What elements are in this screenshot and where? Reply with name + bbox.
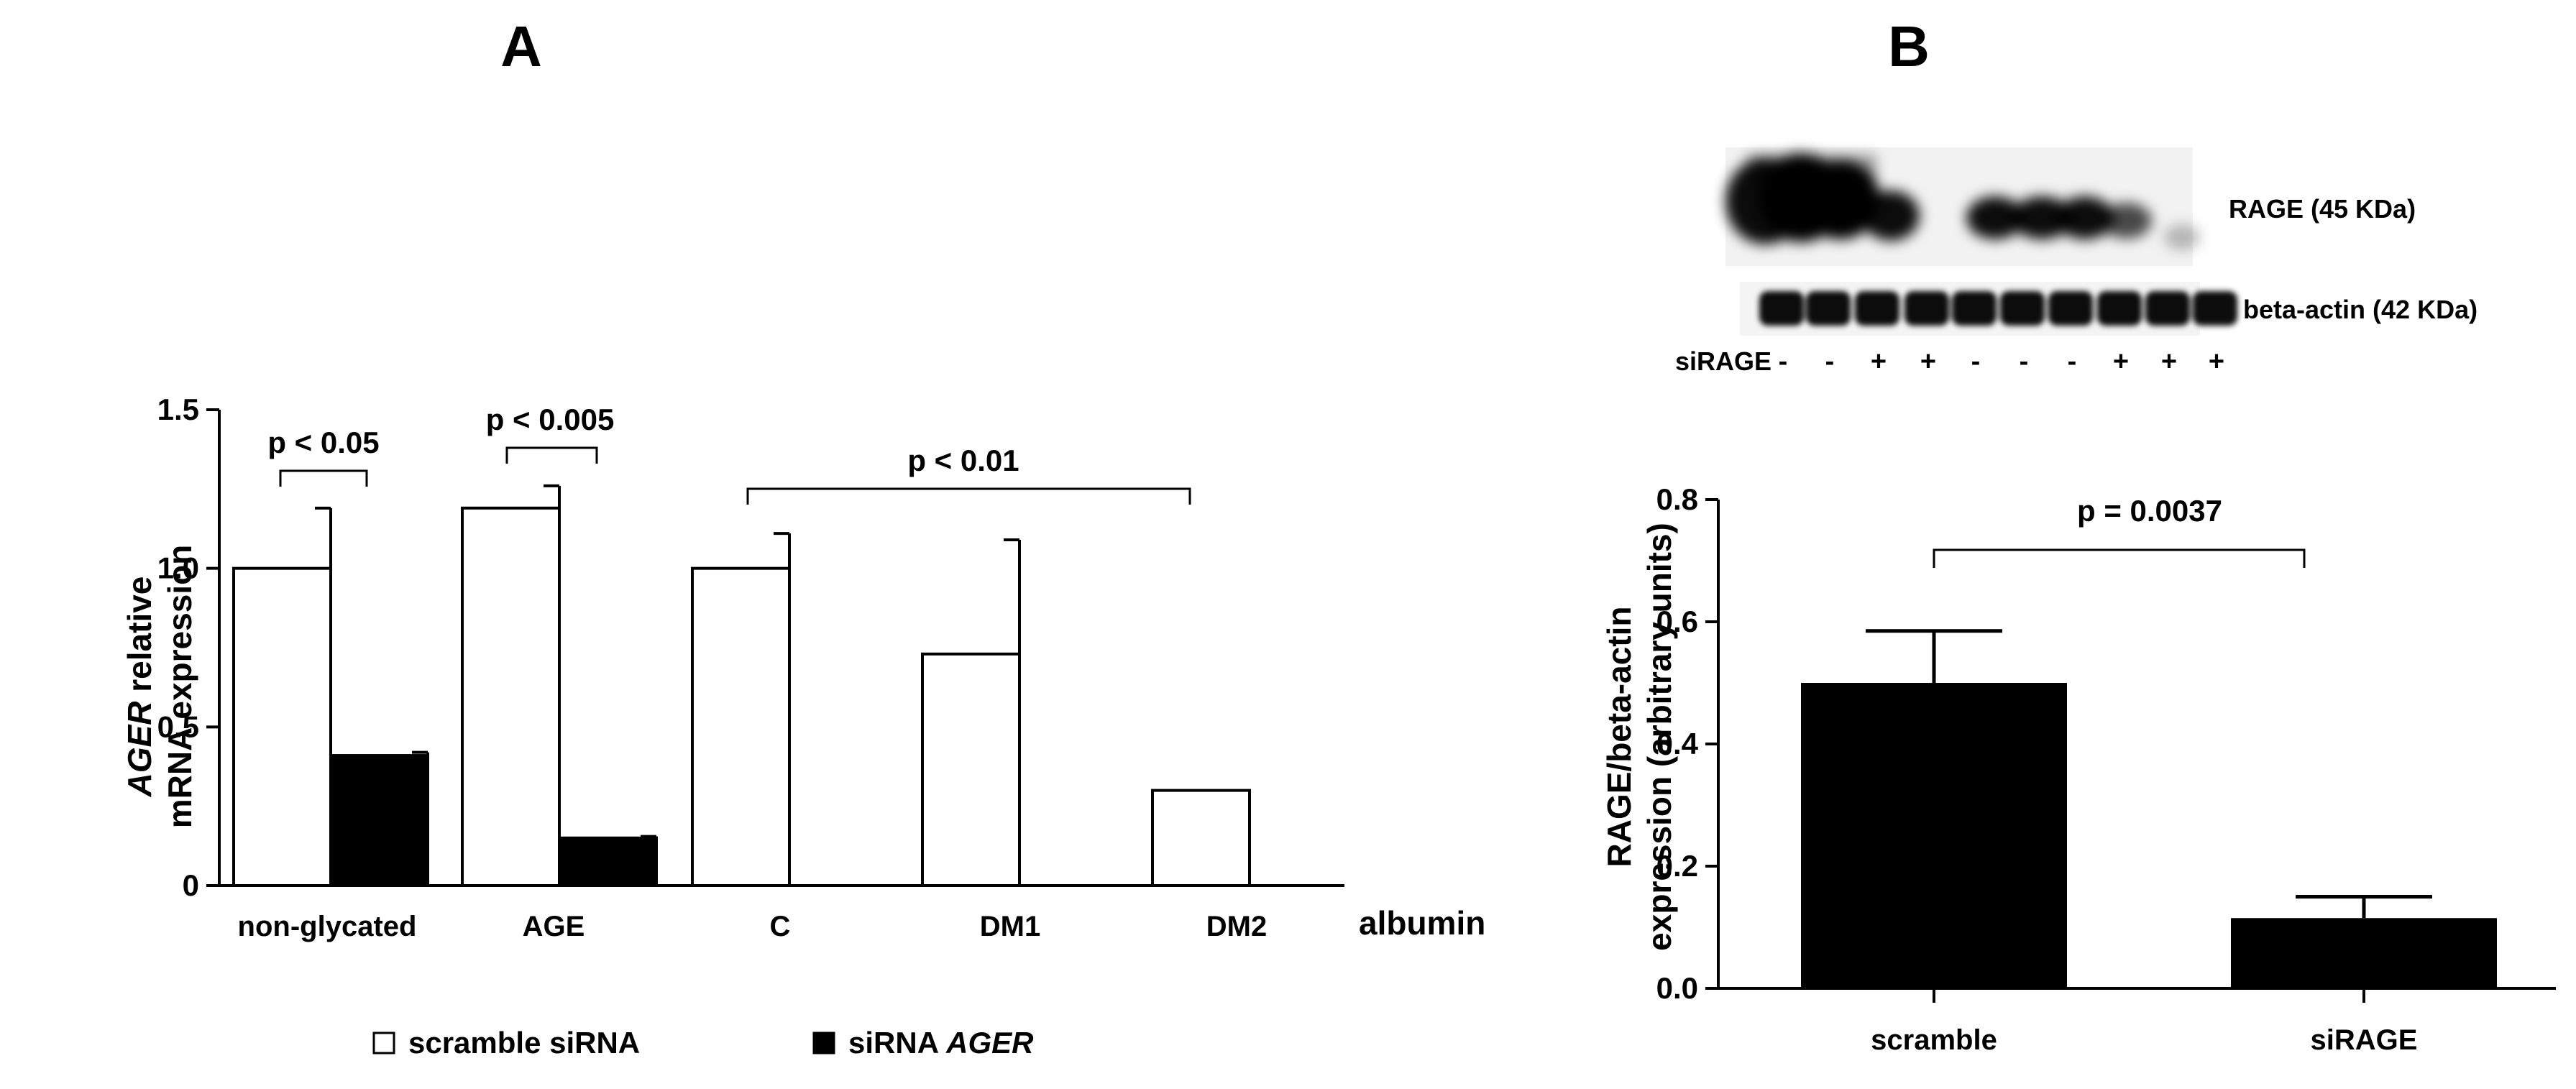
bar-scramble-DM2 [1151, 789, 1251, 887]
chart-a-ylabel: AGER relative [121, 576, 158, 798]
bar-scramble-non-glycated [232, 566, 332, 888]
actin-band [2048, 291, 2093, 326]
actin-band [1759, 291, 1804, 326]
chart-a-ytick-label: 0.5 [157, 709, 199, 743]
chart-b: RAGE/beta-actin expression (arbitrary un… [1600, 482, 2556, 1056]
bar-sirna-non-glycated [329, 754, 429, 888]
rage-band [2164, 224, 2200, 250]
rage-band [1966, 196, 2024, 239]
chart-a-legend: scramble siRNA siRNA AGER [372, 1026, 1034, 1060]
legend-label-scramble: scramble siRNA [408, 1026, 640, 1060]
blot-sign: + [1871, 346, 1887, 377]
chart-b-ytick-label: 0.2 [1656, 849, 1698, 883]
chart-a-ylabel-line2: mRNA expression [161, 545, 198, 829]
chart-b-ytick-label: 0.8 [1656, 482, 1698, 516]
chart-a-ytick-label: 1.5 [157, 392, 199, 426]
chart-b-bracket [1933, 548, 2306, 568]
panel-label-b: B [1888, 14, 1930, 78]
legend-label-sirna: siRNA AGER [848, 1026, 1034, 1060]
rage-band [1862, 190, 1920, 241]
actin-band [1855, 291, 1899, 326]
bar-scramble-C [691, 566, 791, 888]
chart-b-ylabel: RAGE/beta-actin [1600, 607, 1638, 868]
actin-band [2000, 291, 2045, 326]
bar-siRAGE [2231, 918, 2497, 988]
blot-sirage-label: siRAGE [1675, 346, 1771, 376]
chart-b-category-label: siRAGE [2311, 1024, 2418, 1056]
blot-sign: + [2161, 346, 2177, 377]
chart-b-ytick-label: 0.6 [1656, 605, 1698, 638]
legend-swatch-scramble [372, 1031, 395, 1054]
blot-sign: + [2209, 346, 2224, 377]
blot-sign: - [2068, 346, 2077, 377]
chart-b-ytick-label: 0.4 [1656, 727, 1699, 761]
legend-swatch-sirna [812, 1031, 835, 1054]
chart-b-pvalue: p = 0.0037 [2077, 494, 2222, 528]
blot-sign: - [1779, 346, 1788, 377]
blot-actin-label: beta-actin (42 KDa) [2243, 295, 2478, 324]
rage-band [2056, 196, 2114, 239]
bar-scramble-DM1 [921, 652, 1021, 887]
panel-label-a: A [500, 14, 542, 78]
blot-rage-label: RAGE (45 KDa) [2229, 194, 2416, 224]
chart-a-bracket-2 [505, 446, 598, 464]
bar-scramble-AGE [461, 506, 561, 887]
blot-sign: - [2020, 346, 2029, 377]
chart-a-xlabel: albumin [1359, 904, 1485, 942]
blot-sign: + [2113, 346, 2129, 377]
chart-a-ytick-label: 0 [183, 868, 199, 902]
chart-a-category-label: non-glycated [238, 911, 417, 942]
actin-band [1806, 291, 1851, 326]
western-blot: RAGE (45 KDa) beta-actin (42 KDa) siRAGE… [1675, 147, 2478, 377]
actin-band [2097, 291, 2142, 326]
chart-a-bracket-1 [279, 469, 368, 487]
actin-band [2145, 291, 2190, 326]
blot-sign: + [1920, 346, 1936, 377]
rage-band-smear [1747, 155, 1876, 183]
chart-b-ylabel-line2: expression (arbitrary units) [1641, 523, 1678, 951]
chart-a-category-label: AGE [523, 911, 585, 942]
bar-scramble [1801, 683, 2067, 988]
rage-band [2012, 196, 2072, 239]
chart-a-category-label: DM2 [1206, 911, 1267, 942]
blot-sign: - [1971, 346, 1981, 377]
rage-band [2101, 203, 2152, 239]
actin-band [2193, 291, 2237, 326]
actin-band [1905, 291, 1949, 326]
chart-a-bracket-3 [746, 487, 1191, 505]
chart-a-pvalue-1: p < 0.05 [267, 426, 379, 459]
chart-b-ytick-label: 0.0 [1656, 971, 1698, 1005]
bar-sirna-AGE [558, 836, 658, 888]
chart-a-pvalue-2: p < 0.005 [486, 403, 615, 436]
chart-a: AGER relative mRNA expression 0 0.5 1.0 1.5… [121, 392, 1485, 1060]
chart-a-pvalue-3: p < 0.01 [907, 444, 1019, 477]
blot-sign: - [1825, 346, 1835, 377]
chart-a-ytick-label: 1.0 [157, 551, 199, 585]
chart-a-category-label: DM1 [980, 911, 1040, 942]
actin-band [1952, 291, 1997, 326]
chart-b-category-label: scramble [1871, 1024, 1997, 1056]
chart-a-category-label: C [770, 911, 791, 942]
